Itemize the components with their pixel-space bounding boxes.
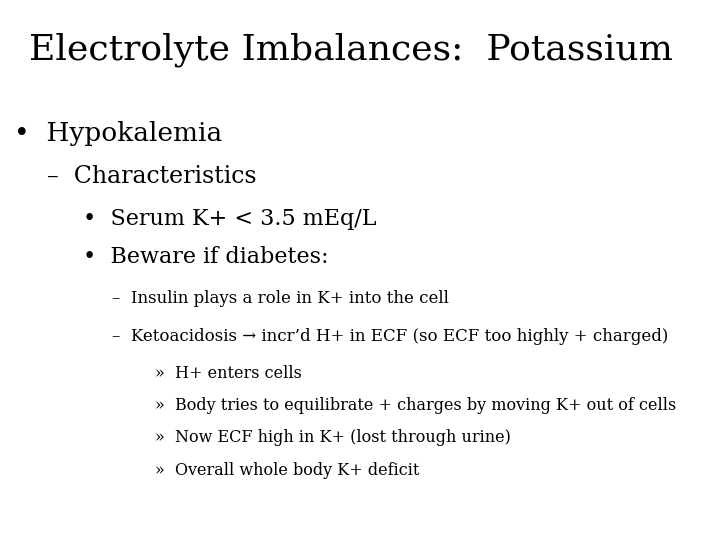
Text: Electrolyte Imbalances:  Potassium: Electrolyte Imbalances: Potassium [29, 32, 672, 67]
Text: –  Characteristics: – Characteristics [47, 165, 256, 188]
Text: »  H+ enters cells: » H+ enters cells [155, 364, 302, 381]
Text: –  Ketoacidosis → incr’d H+ in ECF (so ECF too highly + charged): – Ketoacidosis → incr’d H+ in ECF (so EC… [112, 328, 668, 345]
Text: »  Overall whole body K+ deficit: » Overall whole body K+ deficit [155, 462, 419, 478]
Text: •  Hypokalemia: • Hypokalemia [14, 122, 222, 146]
Text: –  Insulin plays a role in K+ into the cell: – Insulin plays a role in K+ into the ce… [112, 290, 449, 307]
Text: »  Body tries to equilibrate + charges by moving K+ out of cells: » Body tries to equilibrate + charges by… [155, 397, 676, 414]
Text: •  Serum K+ < 3.5 mEq/L: • Serum K+ < 3.5 mEq/L [83, 208, 377, 230]
Text: »  Now ECF high in K+ (lost through urine): » Now ECF high in K+ (lost through urine… [155, 429, 510, 446]
Text: •  Beware if diabetes:: • Beware if diabetes: [83, 246, 328, 268]
